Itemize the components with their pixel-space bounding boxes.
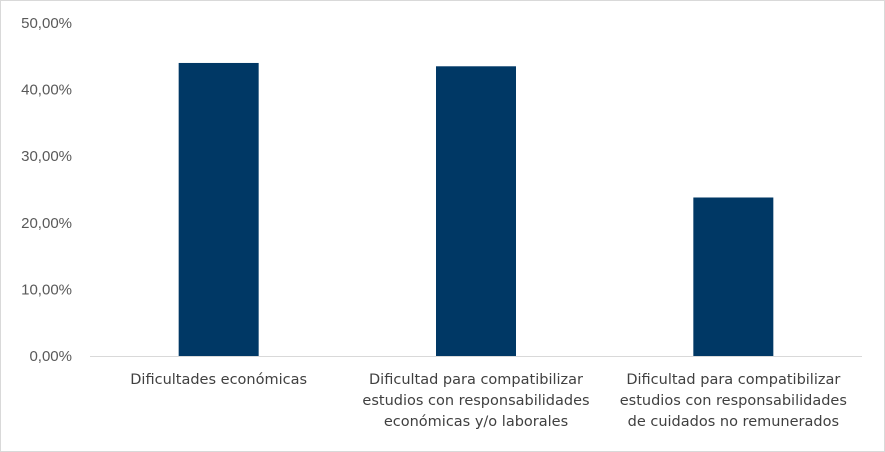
x-tick-label: Dificultad para compatibilizar estudios c…: [608, 370, 858, 433]
x-tick-label-line: estudios con responsabilidades: [362, 393, 590, 409]
y-tick-label: 10,00%: [21, 281, 72, 298]
x-tick-label-line: Dificultades económicas: [130, 372, 308, 388]
bar: [178, 62, 259, 357]
x-tick-label-line: Dificultad para compatibilizar: [626, 372, 841, 388]
y-tick-label: 30,00%: [21, 148, 72, 165]
bar: [693, 197, 774, 356]
x-tick-label-line: Dificultad para compatibilizar: [369, 372, 583, 388]
y-tick-label: 40,00%: [21, 82, 72, 99]
x-tick-label: Dificultades económicas: [94, 370, 344, 391]
x-tick-label-line: económicas y/o laborales: [383, 414, 569, 430]
bar: [436, 66, 516, 356]
y-axis-tick-labels: 0,00% 10,00% 20,00% 30,00% 40,00% 50,00%: [21, 15, 72, 365]
x-tick-label-line: estudios con responsabilidades: [619, 393, 847, 409]
x-tick-label: Dificultad para compatibilizar estudios c…: [351, 370, 601, 433]
x-tick-label-line: de cuidados no remunerados: [627, 414, 840, 430]
y-tick-label: 0,00%: [29, 348, 72, 365]
y-tick-label: 50,00%: [21, 15, 72, 32]
y-tick-label: 20,00%: [21, 215, 72, 232]
bar-series: [178, 62, 774, 357]
